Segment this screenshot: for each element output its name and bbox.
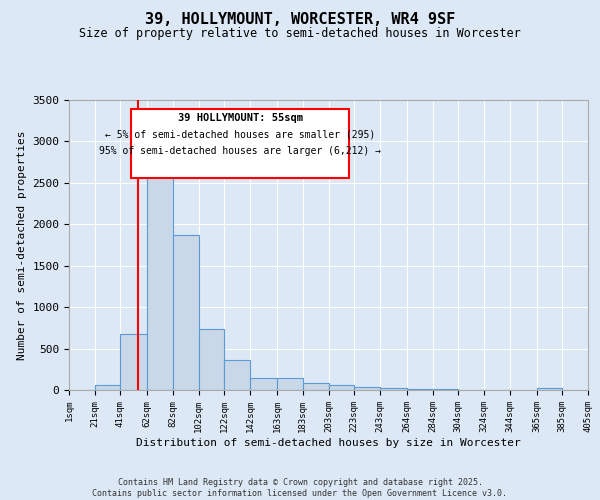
Bar — [121, 334, 148, 390]
Text: 39 HOLLYMOUNT: 55sqm: 39 HOLLYMOUNT: 55sqm — [178, 112, 303, 122]
X-axis label: Distribution of semi-detached houses by size in Worcester: Distribution of semi-detached houses by … — [136, 438, 521, 448]
Bar — [303, 384, 329, 390]
Bar — [354, 386, 380, 390]
Bar — [224, 360, 250, 390]
Text: Contains HM Land Registry data © Crown copyright and database right 2025.
Contai: Contains HM Land Registry data © Crown c… — [92, 478, 508, 498]
Bar — [250, 378, 277, 390]
Text: Size of property relative to semi-detached houses in Worcester: Size of property relative to semi-detach… — [79, 28, 521, 40]
Bar — [407, 389, 433, 390]
Bar — [380, 388, 407, 390]
Bar — [173, 235, 199, 390]
Bar — [148, 176, 173, 390]
Bar — [95, 386, 121, 390]
Y-axis label: Number of semi-detached properties: Number of semi-detached properties — [17, 130, 27, 360]
Bar — [433, 389, 458, 390]
Bar — [199, 328, 224, 390]
Bar — [277, 378, 303, 390]
Bar — [329, 386, 354, 390]
Text: ← 5% of semi-detached houses are smaller (295): ← 5% of semi-detached houses are smaller… — [105, 129, 376, 139]
Bar — [536, 388, 562, 390]
Text: 95% of semi-detached houses are larger (6,212) →: 95% of semi-detached houses are larger (… — [99, 146, 381, 156]
Text: 39, HOLLYMOUNT, WORCESTER, WR4 9SF: 39, HOLLYMOUNT, WORCESTER, WR4 9SF — [145, 12, 455, 28]
